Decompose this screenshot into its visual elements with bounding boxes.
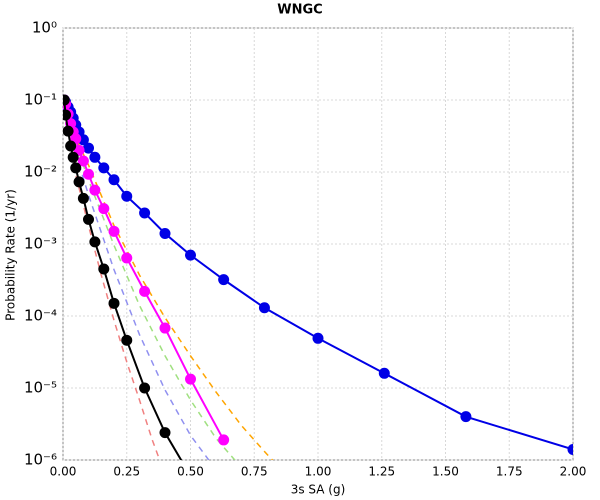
data-point	[70, 162, 82, 174]
data-point	[63, 109, 72, 121]
x-tick-label: 1.50	[432, 465, 459, 479]
x-tick-label: 0.00	[50, 465, 77, 479]
data-point	[159, 227, 171, 239]
x-tick-label: 0.75	[241, 465, 268, 479]
series-line	[63, 99, 210, 460]
data-point	[185, 249, 196, 261]
data-point	[218, 274, 230, 286]
chart-title: WNGC	[277, 3, 322, 18]
data-point	[108, 225, 120, 237]
data-point	[73, 176, 85, 188]
data-point	[139, 382, 151, 394]
data-point	[98, 203, 110, 215]
data-point	[77, 192, 89, 204]
data-point	[83, 168, 94, 180]
x-tick-label: 0.50	[177, 465, 204, 479]
data-point	[121, 252, 133, 264]
data-point	[378, 367, 390, 379]
data-point	[65, 140, 77, 152]
data-point	[108, 297, 120, 309]
data-point	[89, 184, 101, 196]
data-point	[258, 302, 270, 314]
plot-series	[63, 94, 573, 460]
x-tick-label: 1.75	[496, 465, 523, 479]
y-tick-label: 10⁻³	[24, 235, 57, 253]
x-axis-label: 3s SA (g)	[291, 483, 346, 497]
data-point	[139, 207, 151, 219]
data-point	[567, 443, 573, 455]
data-point	[89, 151, 101, 163]
x-tick-label: 1.25	[368, 465, 395, 479]
data-point	[89, 236, 101, 248]
data-point	[218, 434, 230, 446]
y-tick-label: 10⁻¹	[24, 91, 57, 109]
x-tick-label: 0.25	[113, 465, 140, 479]
series-line	[63, 99, 183, 460]
data-point	[63, 94, 70, 106]
data-point	[121, 190, 133, 202]
data-point	[185, 373, 196, 385]
data-point	[312, 332, 324, 344]
data-point	[83, 213, 94, 225]
data-point	[159, 322, 171, 334]
data-point	[63, 125, 74, 137]
data-point	[83, 142, 94, 154]
x-tick-label: 2.00	[560, 465, 587, 479]
y-tick-label: 10⁻⁴	[24, 307, 57, 325]
data-point	[139, 285, 151, 297]
y-tick-label: 10⁻⁵	[24, 379, 57, 397]
data-point	[77, 155, 89, 167]
data-point	[67, 151, 79, 163]
y-tick-label: 10⁰	[32, 19, 57, 37]
y-axis-label: Probability Rate (1/yr)	[4, 189, 18, 321]
data-point	[108, 174, 120, 186]
y-tick-label: 10⁻⁶	[24, 451, 57, 469]
y-tick-label: 10⁻²	[24, 163, 57, 181]
data-point	[460, 411, 472, 423]
data-point	[121, 334, 133, 346]
data-point	[98, 162, 110, 174]
x-tick-label: 1.00	[305, 465, 332, 479]
data-point	[159, 427, 171, 439]
data-point	[98, 263, 110, 275]
